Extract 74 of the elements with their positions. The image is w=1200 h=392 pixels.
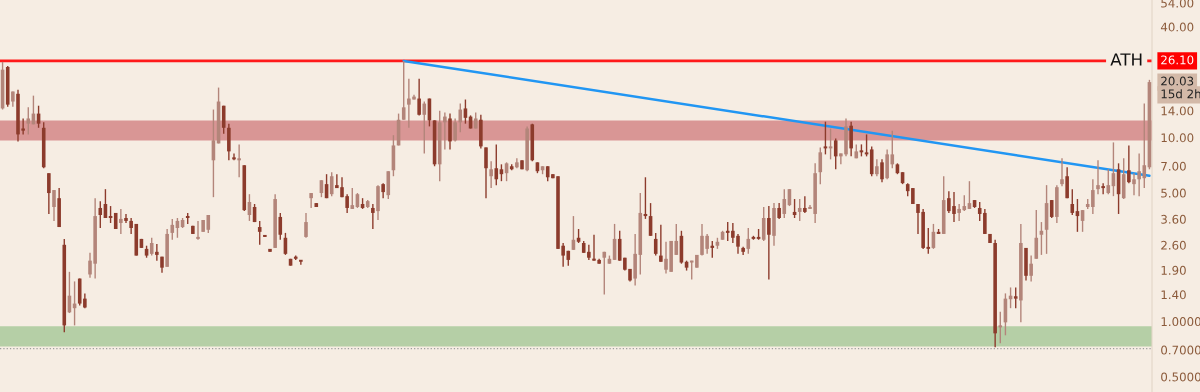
candlestick <box>299 259 303 266</box>
candlestick <box>232 152 236 162</box>
candlestick <box>417 77 421 117</box>
candlestick <box>237 143 241 178</box>
y-tick-label: 1.0000 <box>1161 317 1200 327</box>
candlestick <box>1060 157 1064 187</box>
candlestick <box>1101 182 1105 195</box>
y-tick-label: 5.00 <box>1161 188 1186 198</box>
candlestick <box>448 112 452 151</box>
candlestick <box>653 232 658 257</box>
candlestick <box>458 102 463 133</box>
y-tick-label: 3.60 <box>1161 214 1186 224</box>
candlestick <box>849 120 853 158</box>
candlestick <box>422 100 427 155</box>
text: 15d 2h <box>1161 89 1200 99</box>
candlestick <box>155 243 159 262</box>
candlestick <box>659 224 663 263</box>
y-tick-label: 2.60 <box>1161 240 1186 250</box>
candlestick <box>170 218 175 241</box>
candlestick <box>26 106 31 136</box>
candlestick <box>1065 166 1069 199</box>
candlestick <box>453 117 457 143</box>
candlestick <box>803 195 807 214</box>
candlestick <box>371 203 375 230</box>
y-tick-label: 1.90 <box>1161 265 1186 275</box>
candlestick <box>309 192 313 209</box>
candlestick <box>1034 209 1039 260</box>
y-tick-label: 7.00 <box>1161 161 1186 171</box>
candlestick <box>98 200 103 229</box>
candlestick <box>221 105 226 135</box>
candlestick <box>494 143 499 186</box>
y-tick-label: 40.00 <box>1160 22 1194 32</box>
candlestick <box>304 212 308 239</box>
candlestick <box>350 187 355 210</box>
candlestick <box>797 198 802 222</box>
candlestick <box>998 310 1003 345</box>
candlestick <box>257 220 262 246</box>
candlestick <box>767 205 771 281</box>
candlestick <box>602 251 607 296</box>
y-tick-label: 1.40 <box>1161 290 1186 300</box>
y-tick-label: 0.7000 <box>1161 345 1200 355</box>
candlestick <box>1070 188 1075 216</box>
candlestick <box>746 227 751 255</box>
candlestick <box>47 172 51 215</box>
candlestick <box>1106 168 1111 195</box>
candlestick <box>401 60 406 121</box>
candlestick <box>1132 172 1136 196</box>
candlestick <box>278 212 283 241</box>
candlestick <box>1013 286 1018 309</box>
candlestick <box>386 170 391 200</box>
candlestick <box>1029 254 1033 283</box>
candlestick <box>761 206 766 242</box>
candlestick <box>1096 159 1100 195</box>
y-tick-label: 0.5000 <box>1161 372 1200 382</box>
candlestick <box>52 189 56 222</box>
ref-line-label: ATH <box>1110 53 1142 66</box>
y-tick-label: 10.00 <box>1161 133 1194 143</box>
candlestick <box>227 122 231 162</box>
candlestick <box>782 188 787 219</box>
candlestick <box>818 146 823 185</box>
candlestick <box>489 160 493 189</box>
candlestick <box>196 220 200 241</box>
candlestick <box>484 146 488 199</box>
candlestick <box>329 171 334 197</box>
candlestick <box>1121 157 1126 200</box>
text: 26.10 <box>1161 55 1194 65</box>
candlestick <box>880 158 884 183</box>
candlestick <box>1127 144 1131 184</box>
candlestick <box>119 208 123 235</box>
text: 20.03 <box>1161 76 1194 86</box>
candlestick <box>833 137 838 170</box>
candlestick <box>443 111 447 151</box>
y-tick-label: 14.00 <box>1161 106 1194 116</box>
candlestick <box>124 213 128 224</box>
